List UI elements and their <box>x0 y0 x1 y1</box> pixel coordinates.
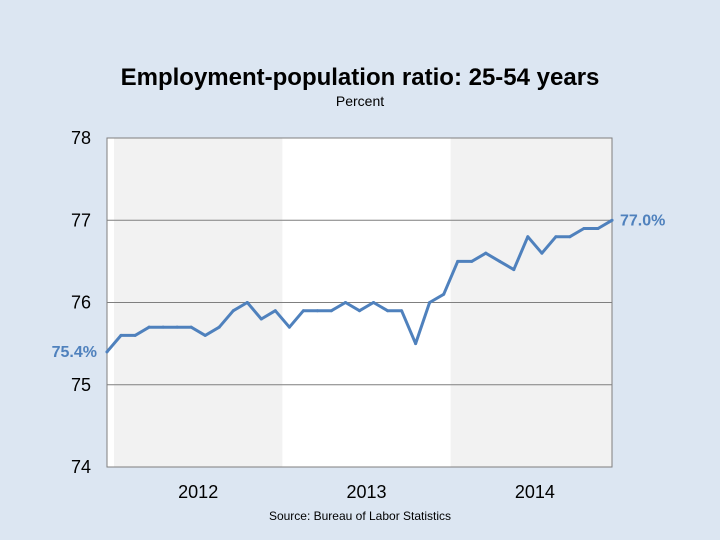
chart-subtitle: Percent <box>335 93 385 109</box>
y-tick-label: 77 <box>71 210 91 230</box>
source-note: Source: Bureau of Labor Statistics <box>268 509 452 523</box>
y-tick-label: 76 <box>71 293 91 313</box>
data-point <box>329 309 333 313</box>
data-point <box>386 309 390 313</box>
data-point <box>596 226 600 230</box>
data-point <box>372 301 376 304</box>
data-point <box>203 333 207 337</box>
data-point <box>400 309 404 313</box>
data-point <box>147 325 151 329</box>
data-point <box>259 317 263 321</box>
data-point <box>287 325 291 329</box>
data-point <box>456 259 460 263</box>
data-point <box>498 259 502 263</box>
data-point <box>273 309 277 313</box>
y-tick-label: 74 <box>71 457 91 477</box>
data-point <box>470 259 474 263</box>
data-point <box>512 268 516 272</box>
data-point <box>554 235 558 239</box>
data-point <box>540 251 544 255</box>
data-point <box>343 301 347 304</box>
data-point <box>315 309 319 313</box>
data-point <box>526 235 530 239</box>
data-point <box>161 325 165 329</box>
x-tick-label: 2014 <box>515 482 555 502</box>
data-point <box>414 342 418 346</box>
data-point <box>428 301 432 304</box>
data-point <box>568 235 572 239</box>
data-point <box>217 325 221 329</box>
data-point <box>358 309 361 313</box>
end-value-label: 77.0% <box>620 212 665 229</box>
chart-title: Employment-population ratio: 25-54 years <box>120 64 600 91</box>
data-point <box>133 333 137 337</box>
data-point <box>301 309 305 313</box>
data-point <box>189 325 193 329</box>
data-point <box>484 251 488 255</box>
data-point <box>442 292 446 296</box>
plot-border <box>106 137 613 468</box>
data-point <box>175 325 179 329</box>
x-tick-label: 2012 <box>178 482 218 502</box>
data-point <box>119 333 123 337</box>
y-tick-label: 78 <box>71 128 91 148</box>
data-point <box>245 301 249 304</box>
data-point <box>610 218 614 222</box>
data-point <box>231 309 235 313</box>
data-point <box>105 350 109 354</box>
data-point <box>582 226 586 230</box>
x-tick-label: 2013 <box>346 482 386 502</box>
start-value-label: 75.4% <box>52 344 97 361</box>
y-tick-label: 75 <box>71 375 91 395</box>
